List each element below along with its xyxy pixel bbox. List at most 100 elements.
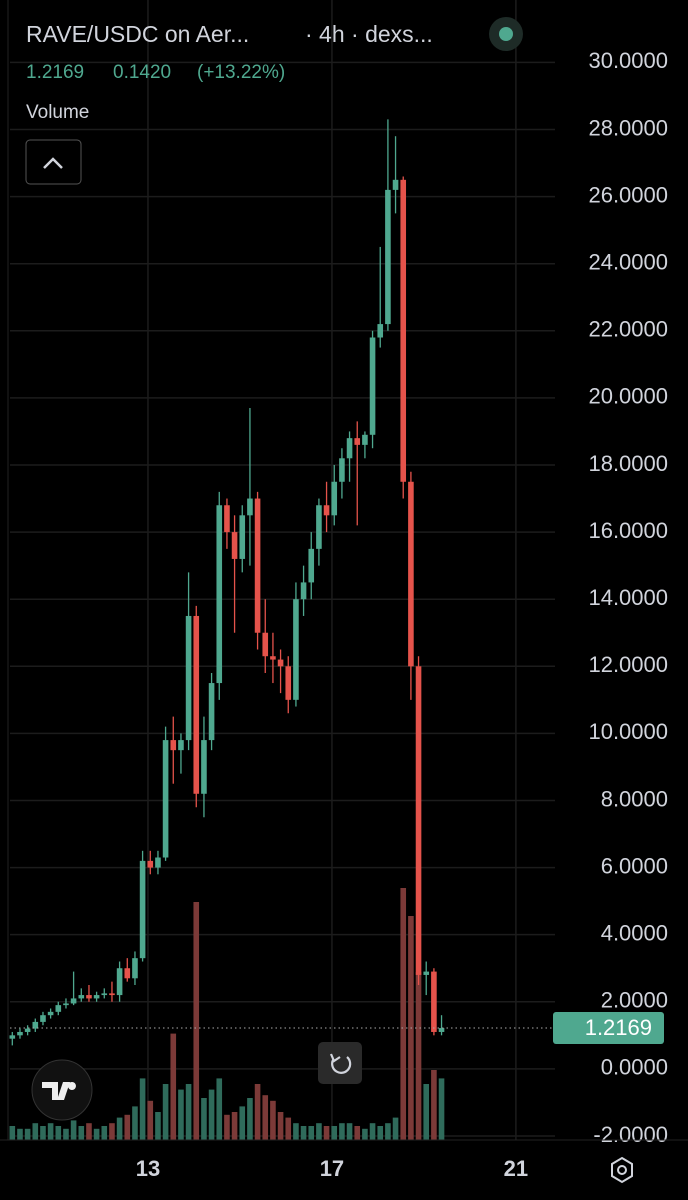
volume-bar <box>93 1128 100 1140</box>
volume-bar <box>354 1126 361 1140</box>
candle-body <box>339 458 345 482</box>
candle-body <box>316 505 322 549</box>
volume-bar <box>155 1112 161 1140</box>
candle-body <box>124 968 131 979</box>
candle-body <box>185 615 192 741</box>
candle-body <box>277 659 284 667</box>
candle-body <box>293 599 299 700</box>
logo-mark <box>42 1082 76 1100</box>
volume-bar <box>9 1126 16 1140</box>
y-tick-label: 22.0000 <box>588 317 668 342</box>
candle-body <box>116 968 123 996</box>
candle-body <box>132 958 138 979</box>
volume-bar <box>24 1128 31 1140</box>
reset-button-frame[interactable] <box>318 1042 362 1084</box>
y-tick-label: -2.0000 <box>593 1122 668 1147</box>
volume-bar <box>86 1123 92 1140</box>
collapse-button-frame[interactable] <box>25 139 82 185</box>
volume-bar <box>308 1126 315 1140</box>
candle-body <box>78 995 85 999</box>
volume-bar <box>193 902 200 1140</box>
y-tick-label: 16.0000 <box>588 518 668 543</box>
y-tick-label: 4.0000 <box>601 920 668 945</box>
volume-bar <box>438 1078 445 1140</box>
y-tick-label: 2.0000 <box>601 988 668 1013</box>
volume-bar <box>55 1126 62 1140</box>
time-axis: 13 17 21 <box>136 1156 528 1181</box>
volume-bar <box>392 1117 399 1140</box>
volume-bar <box>293 1123 299 1140</box>
volume-bar <box>178 1089 184 1140</box>
volume-bar <box>132 1106 138 1140</box>
y-tick-label: 10.0000 <box>588 719 668 744</box>
volume-bar <box>101 1126 108 1140</box>
chart-title: RAVE/USDC on Aer... <box>26 21 249 47</box>
candle-body <box>362 434 368 445</box>
candle-body <box>262 632 269 657</box>
x-tick-label: 17 <box>320 1156 344 1181</box>
volume-bar <box>139 1078 146 1140</box>
price-change: 0.1420 <box>113 62 171 83</box>
settings-icon[interactable] <box>611 1156 633 1184</box>
candle-body <box>308 548 315 583</box>
logo[interactable] <box>31 1059 93 1121</box>
candle-body <box>377 324 384 338</box>
volume-bar <box>70 1120 77 1140</box>
y-tick-label: 6.0000 <box>601 853 668 878</box>
candle-body <box>408 481 414 667</box>
candle-body <box>331 481 338 516</box>
candle-body <box>346 438 353 459</box>
volume-bar <box>40 1126 46 1140</box>
volume-bar <box>323 1126 330 1140</box>
candle-body <box>155 857 161 868</box>
candle-body <box>431 971 437 1032</box>
candle-body <box>47 1011 54 1016</box>
volume-bar <box>300 1126 307 1140</box>
settings-button[interactable] <box>611 1156 633 1184</box>
volume-bar <box>147 1100 154 1140</box>
candle-body <box>178 740 184 751</box>
candle-body <box>400 179 407 482</box>
x-tick-label: 13 <box>136 1156 160 1181</box>
candle-body <box>24 1028 31 1032</box>
y-tick-label: 20.0000 <box>588 384 668 409</box>
candles <box>9 119 555 1046</box>
volume-bar <box>17 1128 23 1140</box>
volume-bar <box>254 1084 261 1140</box>
volume-bar <box>331 1126 338 1140</box>
volume-bar <box>162 1084 169 1140</box>
last-price-tag-label: 1.2169 <box>585 1015 652 1040</box>
y-tick-label: 24.0000 <box>588 250 668 275</box>
candle-body <box>193 615 200 794</box>
candle-body <box>224 505 230 533</box>
volume-bar <box>369 1123 376 1140</box>
candle-body <box>239 515 246 559</box>
volume-bar <box>208 1089 215 1140</box>
volume-bar <box>339 1123 345 1140</box>
reset-button[interactable] <box>318 1042 362 1084</box>
candle-body <box>270 656 276 660</box>
volume-bar <box>270 1100 276 1140</box>
candle-body <box>147 860 154 868</box>
volume-bar <box>385 1123 391 1140</box>
candle-body <box>208 683 215 741</box>
candle-body <box>201 740 207 794</box>
volume-bar <box>109 1123 115 1140</box>
reset-icon-arrow <box>329 1053 341 1063</box>
y-tick-label: 28.0000 <box>588 115 668 140</box>
last-price-tag <box>553 1012 664 1045</box>
last-price: 1.2169 <box>26 62 84 83</box>
candle-body <box>231 532 238 559</box>
y-tick-label: 12.0000 <box>588 652 668 677</box>
candle-body <box>40 1015 46 1022</box>
volume-bar <box>201 1098 207 1140</box>
candle-body <box>63 1003 69 1006</box>
volume-bar <box>415 972 422 1140</box>
y-tick-label: 8.0000 <box>601 786 668 811</box>
volume-bar <box>285 1117 292 1140</box>
candle-body <box>139 860 146 959</box>
volume-bar <box>431 1070 437 1140</box>
x-tick-label: 21 <box>504 1156 528 1181</box>
collapse-button[interactable] <box>25 139 82 185</box>
